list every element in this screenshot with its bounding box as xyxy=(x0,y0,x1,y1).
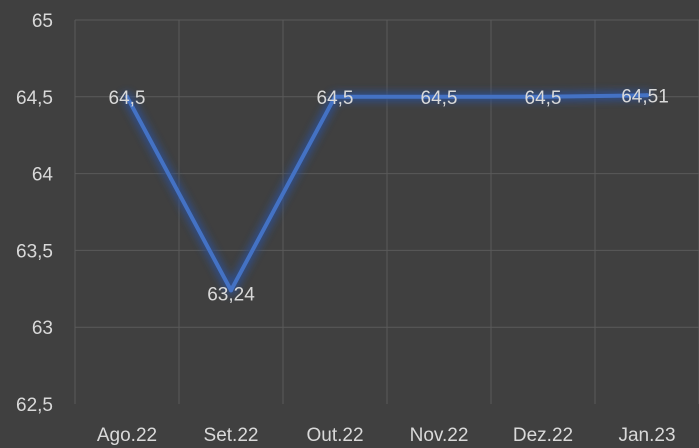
y-tick-label: 63 xyxy=(32,318,53,339)
data-labels: 64,5 63,24 64,5 64,5 64,5 64,51 xyxy=(109,86,669,305)
x-tick-label: Set.22 xyxy=(204,425,259,446)
data-label: 64,5 xyxy=(525,88,562,109)
y-tick-label: 62,5 xyxy=(16,395,53,416)
data-label: 64,5 xyxy=(421,88,458,109)
x-tick-label: Dez.22 xyxy=(513,425,573,446)
data-point xyxy=(437,94,441,99)
data-label: 63,24 xyxy=(207,284,255,305)
y-tick-label: 64 xyxy=(32,165,54,186)
y-tick-label: 63,5 xyxy=(16,241,53,262)
x-tick-label: Ago.22 xyxy=(97,425,157,446)
x-tick-label: Out.22 xyxy=(306,425,363,446)
data-label: 64,5 xyxy=(317,88,354,109)
y-axis-ticks: 65 64,5 64 63,5 63 62,5 xyxy=(16,11,53,416)
x-tick-label: Jan.23 xyxy=(618,425,675,446)
data-points xyxy=(125,93,649,293)
data-label: 64,5 xyxy=(109,88,146,109)
data-point xyxy=(541,94,545,99)
data-point xyxy=(333,94,337,99)
y-tick-label: 65 xyxy=(32,11,53,32)
data-point xyxy=(229,288,233,293)
x-tick-label: Nov.22 xyxy=(410,425,469,446)
data-label: 64,51 xyxy=(621,86,669,107)
y-tick-label: 64,5 xyxy=(16,88,53,109)
data-point xyxy=(645,93,649,98)
series xyxy=(122,90,652,296)
gridlines xyxy=(74,19,699,404)
series-line xyxy=(125,93,649,293)
x-axis-ticks: Ago.22 Set.22 Out.22 Nov.22 Dez.22 Jan.23 xyxy=(97,425,676,446)
data-point xyxy=(125,94,129,99)
